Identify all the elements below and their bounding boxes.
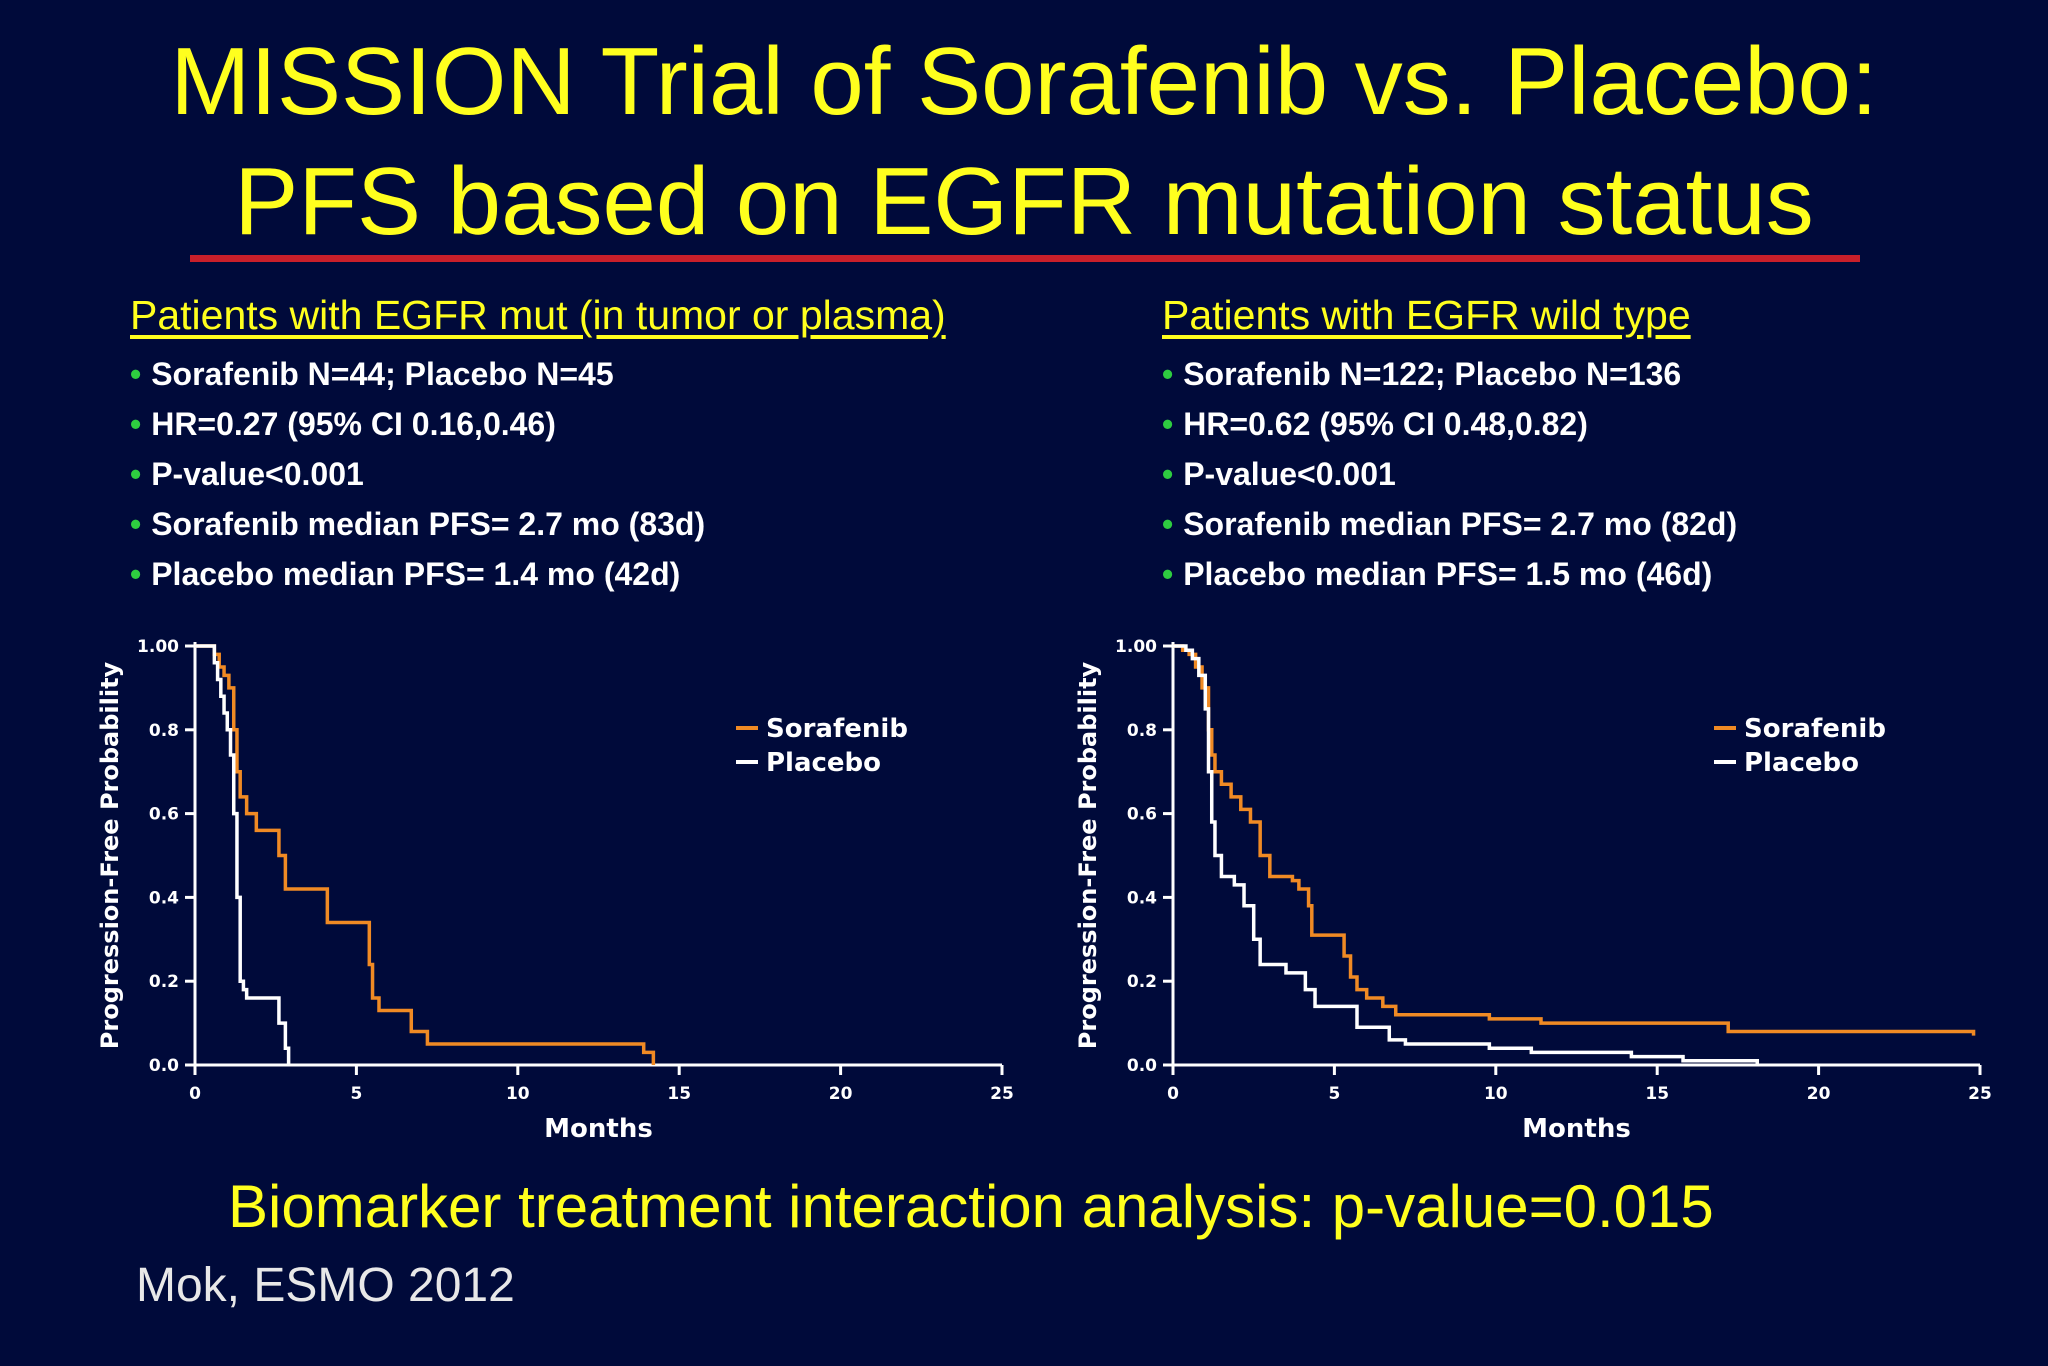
bullet-dot-icon: • <box>1162 506 1174 542</box>
x-tick-label: 15 <box>1645 1084 1669 1104</box>
x-tick-label: 15 <box>667 1084 691 1104</box>
legend-label-placebo: Placebo <box>766 748 881 778</box>
bullet-dot-icon: • <box>130 356 142 392</box>
x-tick-label: 0 <box>1167 1084 1179 1104</box>
x-tick-label: 0 <box>189 1084 201 1104</box>
x-tick-label: 25 <box>990 1084 1014 1104</box>
bullet-item: • Placebo median PFS= 1.5 mo (46d) <box>1162 556 1713 592</box>
x-tick-label: 20 <box>829 1084 853 1104</box>
x-tick-label: 5 <box>1328 1084 1340 1104</box>
legend-label-placebo: Placebo <box>1744 748 1859 778</box>
title-line-1: MISSION Trial of Sorafenib vs. Placebo: <box>170 28 1878 135</box>
bullet-dot-icon: • <box>1162 406 1174 442</box>
km-curve-sorafenib <box>195 644 656 1065</box>
slide-title: MISSION Trial of Sorafenib vs. Placebo: … <box>0 22 2048 262</box>
title-line-2: PFS based on EGFR mutation status <box>234 148 1814 255</box>
bullet-item: • Placebo median PFS= 1.4 mo (42d) <box>130 556 681 592</box>
bullet-item: • P-value<0.001 <box>1162 456 1396 492</box>
legend-label-sorafenib: Sorafenib <box>1744 714 1886 744</box>
bullet-dot-icon: • <box>130 506 142 542</box>
bullet-item: • Sorafenib median PFS= 2.7 mo (82d) <box>1162 506 1738 542</box>
legend-label-sorafenib: Sorafenib <box>766 714 908 744</box>
y-tick-label: 1.00 <box>1115 637 1157 657</box>
km-chart-egfr-wild-type: 0 5 10 15 20 25 0.0 0.2 0.4 0.6 0.8 1.00 Months Progr… <box>1074 637 1992 1144</box>
y-tick-label: 1.00 <box>137 637 179 657</box>
y-axis-label: Progression-Free Probability <box>1074 661 1102 1049</box>
y-tick-label: 0.0 <box>1127 1056 1157 1076</box>
bullet-list-egfr-wild-type: • Sorafenib N=122; Placebo N=136 • HR=0.62… <box>1162 349 1737 599</box>
bullet-item: • Sorafenib median PFS= 2.7 mo (83d) <box>130 506 706 542</box>
km-curve-sorafenib <box>1173 644 1976 1036</box>
x-tick-label: 5 <box>350 1084 362 1104</box>
y-tick-label: 0.8 <box>149 721 179 741</box>
title-underline-rule <box>190 255 1860 262</box>
bullet-item: • Sorafenib N=122; Placebo N=136 <box>1162 356 1682 392</box>
km-curve-placebo <box>195 644 291 1065</box>
y-tick-label: 0.6 <box>1127 805 1157 825</box>
citation: Mok, ESMO 2012 <box>136 1259 515 1312</box>
bullet-item: • HR=0.27 (95% CI 0.16,0.46) <box>130 406 556 442</box>
y-tick-label: 0.0 <box>149 1056 179 1076</box>
panel-heading-egfr-wild-type: Patients with EGFR wild type <box>1162 292 1691 338</box>
km-chart-egfr-mut: 0 5 10 15 20 25 0.0 0.2 0.4 0.6 0.8 1.00 Months Progr… <box>96 637 1014 1144</box>
x-tick-label: 25 <box>1968 1084 1992 1104</box>
y-tick-label: 0.2 <box>1127 972 1157 992</box>
bullet-dot-icon: • <box>1162 356 1174 392</box>
bullet-dot-icon: • <box>130 556 142 592</box>
km-curve-placebo <box>1173 644 1760 1065</box>
bullet-item: • Sorafenib N=44; Placebo N=45 <box>130 356 614 392</box>
interaction-analysis-footnote: Biomarker treatment interaction analysis… <box>228 1173 1714 1240</box>
bullet-list-egfr-mut: • Sorafenib N=44; Placebo N=45 • HR=0.27 (… <box>130 349 705 599</box>
bullet-dot-icon: • <box>130 406 142 442</box>
x-tick-label: 10 <box>506 1084 530 1104</box>
y-tick-label: 0.8 <box>1127 721 1157 741</box>
x-tick-label: 10 <box>1484 1084 1508 1104</box>
y-axis-label: Progression-Free Probability <box>96 661 124 1049</box>
y-tick-label: 0.6 <box>149 805 179 825</box>
x-axis-label: Months <box>1522 1114 1631 1144</box>
panel-heading-egfr-mut: Patients with EGFR mut (in tumor or plas… <box>130 292 946 338</box>
x-axis-label: Months <box>544 1114 653 1144</box>
bullet-dot-icon: • <box>1162 556 1174 592</box>
bullet-dot-icon: • <box>130 456 142 492</box>
bullet-item: • HR=0.62 (95% CI 0.48,0.82) <box>1162 406 1588 442</box>
bullet-item: • P-value<0.001 <box>130 456 364 492</box>
y-tick-label: 0.2 <box>149 972 179 992</box>
y-tick-label: 0.4 <box>149 888 179 908</box>
y-tick-label: 0.4 <box>1127 888 1157 908</box>
bullet-dot-icon: • <box>1162 456 1174 492</box>
x-tick-label: 20 <box>1807 1084 1831 1104</box>
